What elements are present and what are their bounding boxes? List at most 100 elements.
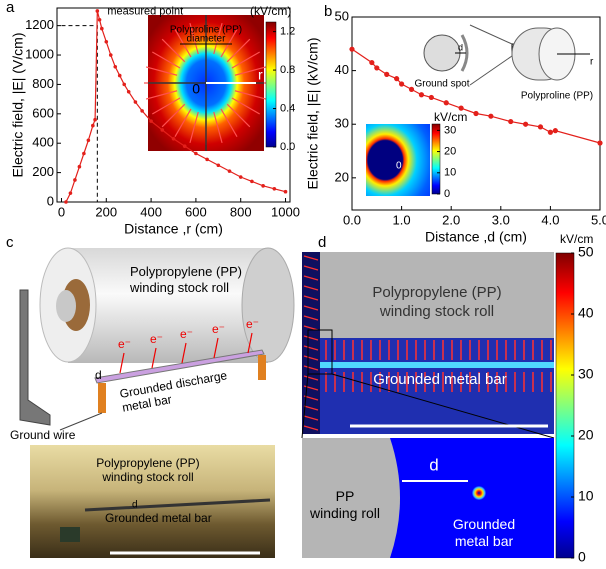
data-point — [96, 9, 100, 13]
y-tick-label: 1200 — [25, 17, 54, 32]
x-axis-label: Distance ,r (cm) — [124, 221, 223, 237]
data-point — [459, 106, 464, 111]
data-point — [205, 158, 209, 162]
data-point — [473, 111, 478, 116]
colorbar-tick-label: 50 — [578, 244, 594, 260]
gap-label: d — [429, 455, 438, 474]
data-point — [409, 87, 414, 92]
data-point — [109, 53, 113, 57]
x-tick-label: 2.0 — [442, 212, 460, 227]
data-point — [113, 65, 117, 69]
data-point — [140, 109, 144, 113]
colorbar — [432, 124, 440, 194]
data-point — [597, 140, 602, 145]
y-tick-label: 40 — [335, 62, 349, 77]
data-point — [91, 124, 95, 128]
x-tick-label: 200 — [95, 204, 117, 219]
gap-label: d — [458, 42, 463, 52]
axis-label: r — [258, 67, 263, 83]
colorbar-tick-label: 0 — [444, 188, 450, 200]
wire-label: Ground wire — [10, 428, 76, 442]
x-tick-label: 1.0 — [393, 212, 411, 227]
x-tick-label: 0.0 — [343, 212, 361, 227]
data-point — [349, 47, 354, 52]
data-point — [69, 191, 73, 195]
colorbar-tick-label: 0.4 — [280, 102, 295, 114]
roll-label: Polypropylene (PP)winding stock roll — [129, 264, 242, 295]
colorbar — [266, 22, 276, 147]
data-point — [217, 163, 221, 167]
colorbar-label: kV/cm — [434, 110, 467, 124]
data-point — [73, 178, 77, 182]
data-point — [100, 27, 104, 31]
photo-stand — [60, 527, 80, 542]
colorbar-tick-label: 10 — [444, 167, 456, 179]
data-point — [384, 72, 389, 77]
figure: a b c d Polyproline (PP) diameter 0 r d … — [0, 0, 606, 564]
data-point — [64, 200, 68, 204]
panel-label: d — [318, 234, 326, 251]
x-tick-label: 1000 — [271, 204, 300, 219]
data-point — [488, 114, 493, 119]
annotation: measured point — [107, 6, 183, 18]
data-point — [508, 119, 513, 124]
y-tick-label: 1000 — [25, 46, 54, 61]
y-tick-label: 0 — [47, 193, 54, 208]
panel-label: b — [324, 3, 332, 20]
x-tick-label: 400 — [140, 204, 162, 219]
y-tick-label: 200 — [32, 164, 54, 179]
colorbar-tick-label: 10 — [578, 488, 594, 504]
colorbar-tick-label: 20 — [578, 427, 594, 443]
panel-label: a — [6, 0, 15, 16]
colorbar-tick-label: 30 — [578, 366, 594, 382]
data-point — [104, 40, 108, 44]
x-axis-label: Distance ,d (cm) — [425, 229, 527, 245]
data-point — [394, 76, 399, 81]
axis-label: r — [590, 57, 594, 68]
gap-label: d — [132, 500, 138, 511]
electron: e⁻ — [150, 332, 163, 346]
zoom-line — [470, 56, 512, 85]
electron: e⁻ — [180, 327, 193, 341]
data-point — [160, 128, 164, 132]
data-point — [183, 144, 187, 148]
x-tick-label: 5.0 — [591, 212, 606, 227]
zoom-line — [470, 25, 512, 44]
data-point — [239, 175, 243, 179]
x-tick-label: 0 — [58, 204, 65, 219]
data-point — [399, 81, 404, 86]
panel-label: c — [6, 234, 14, 251]
ground-label: Ground spot — [414, 79, 469, 90]
y-tick-label: 800 — [32, 76, 54, 91]
y-axis-label: Electric field, |E| (kV/cm) — [305, 38, 321, 190]
colorbar-tick-label: 40 — [578, 305, 594, 321]
data-point — [538, 124, 543, 129]
data-point — [118, 74, 122, 78]
colorbar — [556, 253, 574, 558]
colorbar-tick-label: 20 — [444, 145, 456, 157]
data-point — [127, 90, 131, 94]
electron: e⁻ — [118, 337, 131, 351]
data-point — [553, 128, 558, 133]
data-point — [87, 138, 91, 142]
data-point — [134, 100, 138, 104]
data-point — [93, 118, 97, 122]
bar-label: Grounded metal bar — [373, 371, 506, 388]
y-tick-label: 600 — [32, 105, 54, 120]
data-point — [149, 119, 153, 123]
x-tick-label: 4.0 — [541, 212, 559, 227]
photo-bar-label: Grounded metal bar — [105, 511, 212, 525]
bar-spot — [472, 486, 486, 500]
data-point — [369, 60, 374, 65]
photo-roll-label: Polypropylene (PP)winding stock roll — [96, 456, 199, 484]
data-point — [374, 65, 379, 70]
colorbar-tick-label: 0.0 — [280, 141, 295, 153]
data-point — [429, 95, 434, 100]
electron: e⁻ — [212, 322, 225, 336]
y-tick-label: 400 — [32, 135, 54, 150]
data-point — [444, 100, 449, 105]
x-tick-label: 3.0 — [492, 212, 510, 227]
data-point — [250, 180, 254, 184]
data-point — [98, 18, 102, 22]
x-tick-label: 800 — [230, 204, 252, 219]
